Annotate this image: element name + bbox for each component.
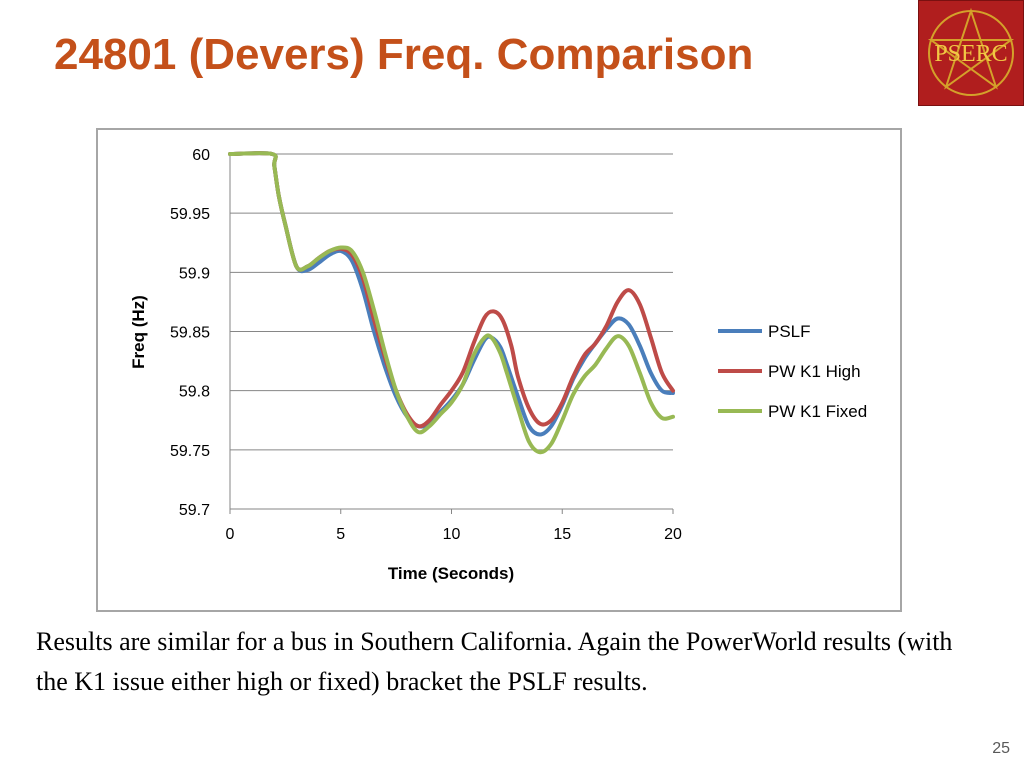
y-axis-title: Freq (Hz): [129, 295, 148, 369]
x-tick-label: 20: [664, 526, 682, 543]
y-tick-label: 60: [192, 147, 210, 164]
slide-title: 24801 (Devers) Freq. Comparison: [54, 30, 754, 79]
y-tick-label: 59.75: [170, 443, 210, 460]
legend-label-pslf: PSLF: [768, 322, 811, 341]
pserc-logo: PSERC: [918, 0, 1024, 106]
star-icon: [927, 7, 1015, 96]
series-lines: [228, 151, 675, 455]
x-tick-label: 0: [226, 526, 235, 543]
y-tick-label: 59.9: [179, 265, 210, 282]
legend-label-pw-k1-fixed: PW K1 Fixed: [768, 402, 867, 421]
y-tick-label: 59.7: [179, 502, 210, 519]
y-tick-label: 59.95: [170, 206, 210, 223]
series-line-pw-k1-fixed: [228, 151, 675, 455]
frequency-chart: 59.7 59.75 59.8 59.85 59.9 59.95 60 0 5 10 15 20 T…: [129, 147, 867, 583]
body-text: Results are similar for a bus in Souther…: [36, 627, 953, 696]
series-line-pw-k1-high: [228, 151, 675, 429]
logo-text: PSERC: [934, 41, 1007, 67]
y-tick-label: 59.85: [170, 325, 210, 342]
legend-label-pw-k1-high: PW K1 High: [768, 362, 861, 381]
y-tick-label: 59.8: [179, 384, 210, 401]
x-tick-label: 10: [443, 526, 461, 543]
x-axis-ticks: 0 5 10 15 20: [226, 509, 682, 543]
legend: PSLF PW K1 High PW K1 Fixed: [718, 322, 867, 421]
x-axis-title: Time (Seconds): [388, 564, 514, 583]
y-axis-ticks: 59.7 59.75 59.8 59.85 59.9 59.95 60: [170, 147, 210, 519]
slide-number: 25: [992, 740, 1010, 757]
x-tick-label: 5: [336, 526, 345, 543]
x-tick-label: 15: [553, 526, 571, 543]
